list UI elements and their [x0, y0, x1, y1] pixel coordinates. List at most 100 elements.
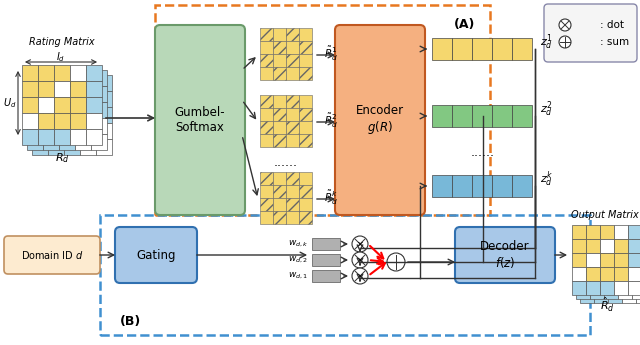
Bar	[64, 123, 80, 139]
Bar	[273, 41, 286, 54]
Bar	[64, 139, 80, 155]
Bar	[452, 38, 472, 60]
Bar	[43, 86, 59, 102]
Bar	[38, 65, 54, 81]
Bar	[576, 229, 590, 243]
Bar	[614, 281, 628, 295]
Bar	[636, 233, 640, 247]
Bar	[43, 102, 59, 118]
Bar	[260, 134, 273, 147]
Bar	[576, 271, 590, 285]
Text: $\tilde{R}_d^2$: $\tilde{R}_d^2$	[324, 112, 338, 130]
Bar	[572, 239, 586, 253]
Bar	[580, 289, 594, 303]
Bar	[586, 225, 600, 239]
Bar	[580, 247, 594, 261]
Bar	[70, 97, 86, 113]
Bar	[472, 105, 492, 127]
Bar	[38, 81, 54, 97]
Bar	[96, 75, 112, 91]
Bar	[59, 134, 75, 150]
Bar	[608, 233, 622, 247]
Bar	[48, 91, 64, 107]
Bar	[628, 267, 640, 281]
Bar	[492, 38, 512, 60]
Bar	[59, 70, 75, 86]
Bar	[512, 105, 532, 127]
Text: $z_d^k$: $z_d^k$	[540, 169, 553, 189]
Bar	[260, 198, 273, 211]
Bar	[86, 113, 102, 129]
Bar	[594, 289, 608, 303]
Bar	[452, 175, 472, 197]
Bar	[91, 134, 107, 150]
Text: $\hat{R}_d$: $\hat{R}_d$	[600, 296, 614, 314]
Bar	[590, 257, 604, 271]
Bar	[75, 134, 91, 150]
Bar	[80, 139, 96, 155]
Bar	[38, 113, 54, 129]
Bar	[614, 225, 628, 239]
Bar	[54, 97, 70, 113]
Bar	[32, 91, 48, 107]
Bar	[492, 105, 512, 127]
Text: Rating Matrix: Rating Matrix	[29, 37, 95, 47]
Bar	[608, 275, 622, 289]
Bar	[260, 211, 273, 224]
Bar	[27, 70, 43, 86]
Bar	[27, 118, 43, 134]
Bar	[32, 107, 48, 123]
Bar	[286, 134, 299, 147]
Bar	[432, 175, 452, 197]
Bar	[590, 271, 604, 285]
Bar	[260, 95, 273, 108]
Bar	[64, 107, 80, 123]
Bar	[70, 65, 86, 81]
Bar	[38, 97, 54, 113]
Bar	[75, 86, 91, 102]
Bar	[286, 108, 299, 121]
Bar	[299, 28, 312, 41]
Text: (B): (B)	[120, 315, 141, 328]
Bar	[273, 121, 286, 134]
Bar	[80, 107, 96, 123]
Bar	[600, 267, 614, 281]
Bar	[590, 229, 604, 243]
Bar	[608, 289, 622, 303]
Bar	[618, 285, 632, 299]
Text: Decoder
$f(z)$: Decoder $f(z)$	[480, 240, 530, 270]
Bar	[22, 129, 38, 145]
Bar	[604, 285, 618, 299]
Bar	[96, 139, 112, 155]
Bar	[80, 91, 96, 107]
Bar	[604, 271, 618, 285]
Bar	[432, 38, 452, 60]
Bar	[286, 95, 299, 108]
Text: : dot: : dot	[600, 20, 624, 30]
Bar	[32, 123, 48, 139]
Bar	[604, 243, 618, 257]
Bar	[594, 247, 608, 261]
FancyBboxPatch shape	[455, 227, 555, 283]
Bar	[96, 107, 112, 123]
Bar	[614, 267, 628, 281]
FancyBboxPatch shape	[155, 25, 245, 215]
Bar	[299, 95, 312, 108]
Bar	[273, 172, 286, 185]
Bar	[22, 81, 38, 97]
Bar	[273, 211, 286, 224]
Bar	[452, 105, 472, 127]
Bar	[622, 289, 636, 303]
Bar	[576, 285, 590, 299]
Bar	[22, 113, 38, 129]
Text: $I_d$: $I_d$	[56, 50, 65, 64]
Bar	[91, 86, 107, 102]
Text: $z_d^1$: $z_d^1$	[540, 32, 553, 52]
Bar	[632, 257, 640, 271]
Text: $R_d$: $R_d$	[54, 151, 69, 165]
Bar	[260, 28, 273, 41]
Bar	[618, 243, 632, 257]
Bar	[312, 238, 340, 250]
Bar	[572, 253, 586, 267]
Bar	[260, 172, 273, 185]
